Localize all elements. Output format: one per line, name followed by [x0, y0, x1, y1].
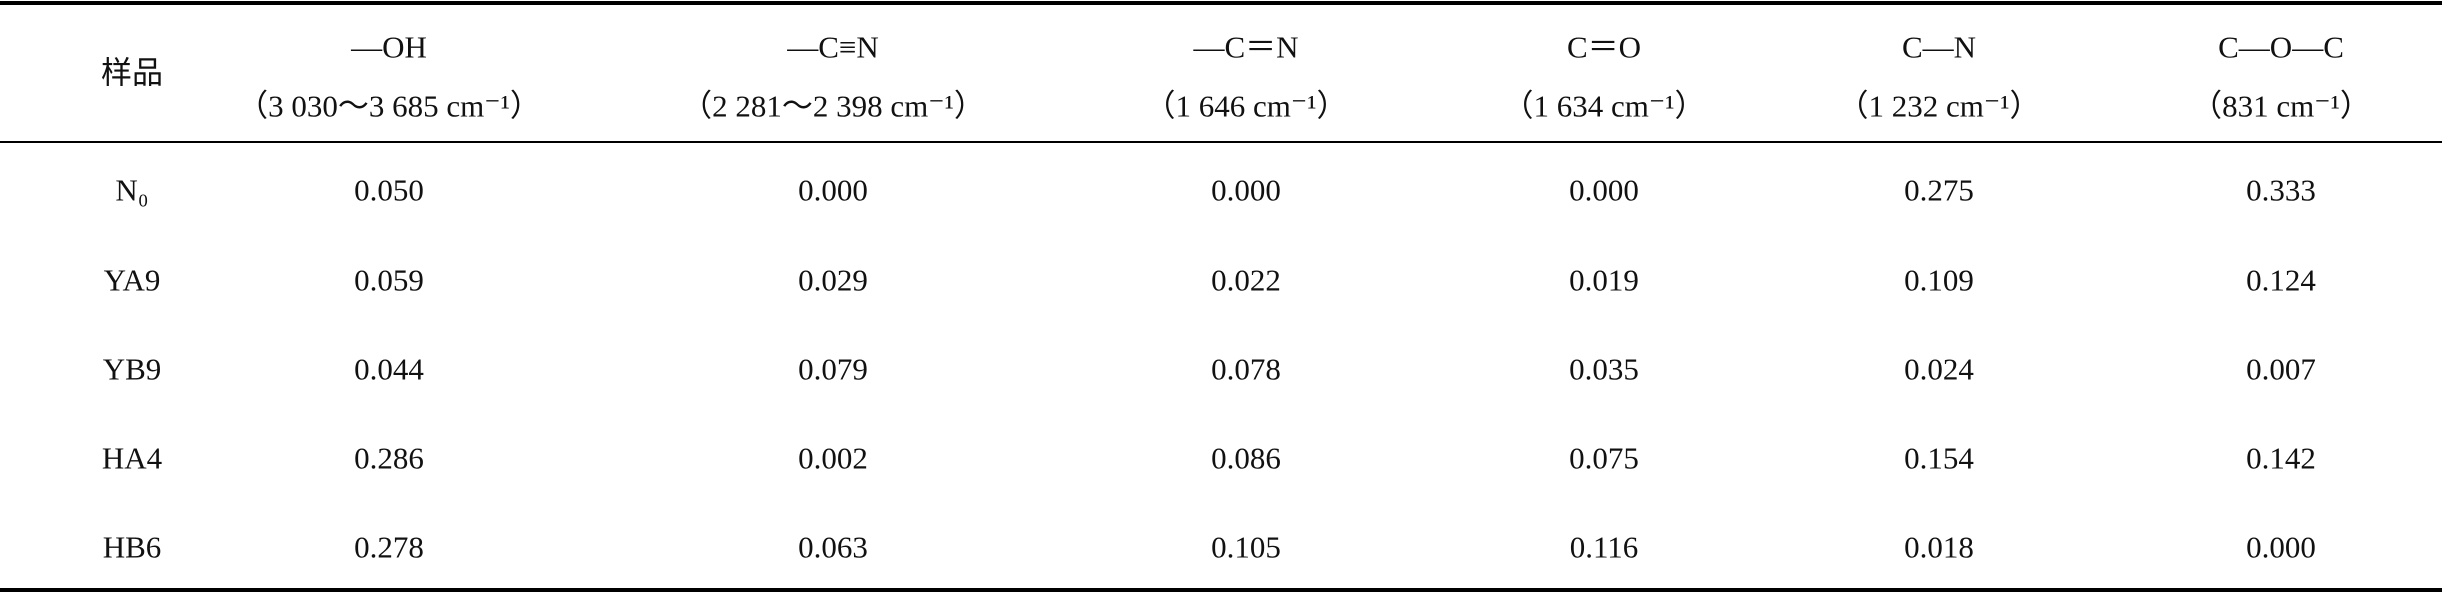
- value-cell: 0.105: [1211, 529, 1281, 565]
- value-cell: 0.050: [354, 172, 424, 208]
- value-cell: 0.278: [354, 529, 424, 565]
- header-range: （3 030～3 685 cm⁻¹）: [237, 88, 541, 124]
- value-cell: 0.079: [798, 351, 868, 387]
- value-cell: 0.000: [1211, 172, 1281, 208]
- header-name: —OH: [351, 29, 427, 65]
- value-cell: 0.007: [2246, 351, 2316, 387]
- value-cell: 0.035: [1569, 351, 1639, 387]
- value-cell: 0.142: [2246, 440, 2316, 476]
- value-cell: 0.275: [1904, 172, 1974, 208]
- value-cell: 0.286: [354, 440, 424, 476]
- header-range: （1 646 cm⁻¹）: [1144, 88, 1348, 124]
- header-rule: [0, 141, 2442, 143]
- header-range: （1 634 cm⁻¹）: [1502, 88, 1706, 124]
- value-cell: 0.154: [1904, 440, 1974, 476]
- value-cell: 0.078: [1211, 351, 1281, 387]
- value-cell: 0.044: [354, 351, 424, 387]
- header-name: —C≡N: [787, 29, 879, 65]
- header-name: C—O—C: [2218, 29, 2344, 65]
- value-cell: 0.000: [2246, 529, 2316, 565]
- value-cell: 0.018: [1904, 529, 1974, 565]
- value-cell: 0.029: [798, 262, 868, 298]
- value-cell: 0.000: [1569, 172, 1639, 208]
- sample-name: HA4: [101, 440, 163, 476]
- sample-name: HB6: [102, 529, 162, 565]
- sample-name: YB9: [102, 351, 162, 387]
- sample-name: N₀: [115, 172, 149, 208]
- value-cell: 0.333: [2246, 172, 2316, 208]
- value-cell: 0.000: [798, 172, 868, 208]
- value-cell: 0.063: [798, 529, 868, 565]
- value-cell: 0.024: [1904, 351, 1974, 387]
- header-range: （1 232 cm⁻¹）: [1837, 88, 2041, 124]
- value-cell: 0.086: [1211, 440, 1281, 476]
- value-cell: 0.022: [1211, 262, 1281, 298]
- header-range: （2 281～2 398 cm⁻¹）: [681, 88, 985, 124]
- value-cell: 0.059: [354, 262, 424, 298]
- value-cell: 0.002: [798, 440, 868, 476]
- value-cell: 0.116: [1569, 529, 1639, 565]
- header-name: —C＝N: [1193, 29, 1299, 65]
- value-cell: 0.075: [1569, 440, 1639, 476]
- header-name: 样品: [101, 55, 163, 91]
- value-cell: 0.109: [1904, 262, 1974, 298]
- sample-name: YA9: [103, 262, 161, 298]
- value-cell: 0.124: [2246, 262, 2316, 298]
- top-rule: [0, 1, 2442, 5]
- value-cell: 0.019: [1569, 262, 1639, 298]
- bottom-rule: [0, 588, 2442, 592]
- header-name: C—N: [1901, 29, 1977, 65]
- header-range: （831 cm⁻¹）: [2191, 88, 2371, 124]
- header-name: C＝O: [1566, 29, 1642, 65]
